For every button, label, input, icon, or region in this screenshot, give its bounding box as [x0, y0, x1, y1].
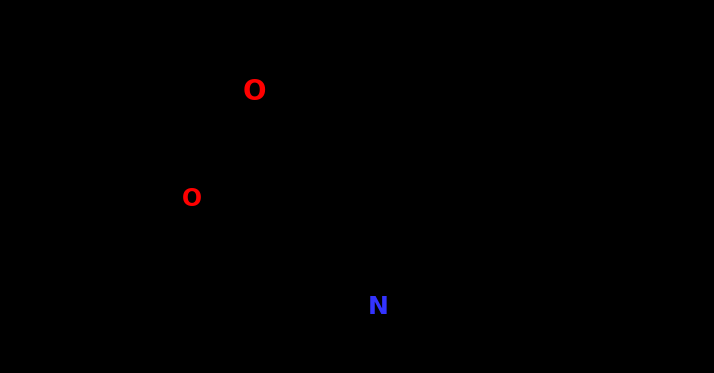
Text: N: N: [368, 295, 389, 319]
Text: O: O: [182, 187, 202, 211]
Text: O: O: [243, 78, 266, 106]
